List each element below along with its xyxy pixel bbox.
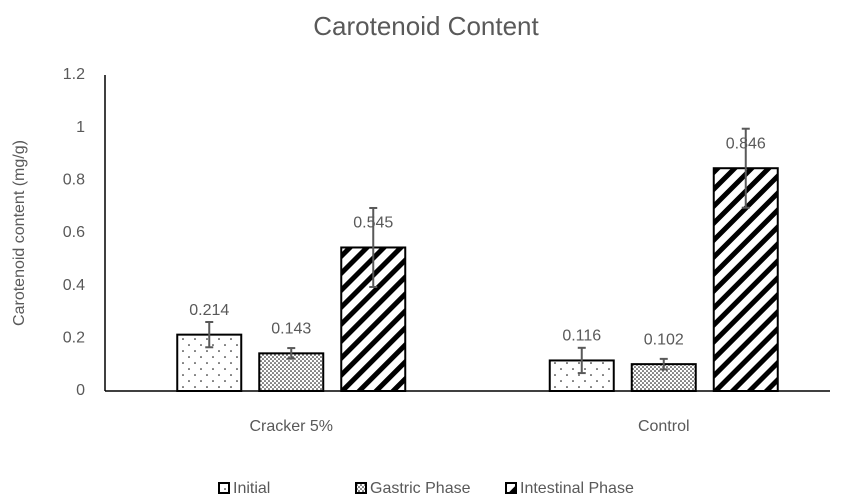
data-label: 0.545 [353, 215, 393, 232]
error-bar [287, 347, 296, 360]
y-tick-label: 1.2 [63, 66, 85, 83]
data-label: 0.116 [562, 328, 601, 345]
error-bar [369, 206, 378, 288]
legend-swatch [218, 482, 230, 494]
y-tick-label: 0.6 [63, 224, 85, 241]
data-label: 0.143 [271, 321, 311, 338]
legend-label: Initial [233, 480, 270, 497]
bar [258, 352, 325, 392]
data-label: 0.102 [644, 331, 684, 348]
y-tick-label: 0.2 [63, 330, 85, 347]
y-axis-label: Carotenoid content (mg/g) [11, 140, 28, 326]
error-bar [659, 357, 668, 371]
legend-label: Gastric Phase [370, 480, 471, 497]
error-bar [205, 321, 214, 349]
error-bar [577, 346, 586, 375]
legend-label: Intestinal Phase [520, 480, 634, 497]
y-tick-label: 0.4 [63, 277, 85, 294]
y-tick-label: 0.8 [63, 172, 85, 189]
data-label: 0.214 [189, 302, 229, 319]
legend-swatch [505, 482, 517, 494]
chart-title: Carotenoid Content [313, 11, 539, 41]
x-tick-label: Cracker 5% [249, 418, 333, 435]
x-tick-label: Control [638, 418, 690, 435]
y-tick-label: 1 [76, 119, 85, 136]
legend-swatch [355, 482, 367, 494]
error-bar [741, 127, 750, 209]
data-label: 0.846 [726, 135, 766, 152]
y-tick-label: 0 [76, 382, 85, 399]
